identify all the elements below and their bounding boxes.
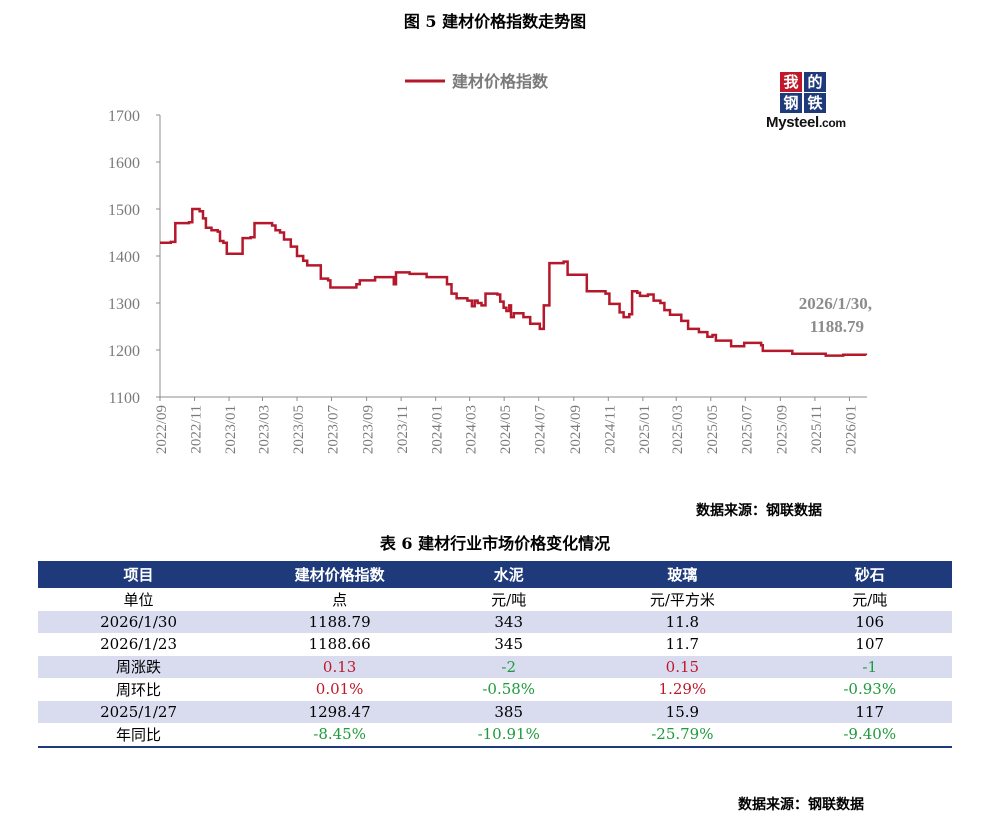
table-title: 表 6 建材行业市场价格变化情况	[379, 534, 611, 553]
x-tick-label: 2024/09	[568, 405, 584, 454]
x-tick-label: 2024/05	[498, 405, 514, 454]
column-header: 玻璃	[577, 561, 788, 588]
column-header: 砂石	[787, 561, 952, 588]
table-row: 2026/1/30 1188.79 343 11.8 106	[38, 610, 952, 633]
x-tick-label: 2024/01	[430, 405, 446, 454]
y-tick-label: 1200	[108, 343, 140, 360]
x-tick-label: 2025/07	[739, 405, 755, 455]
row-label-cell: 年同比	[38, 723, 240, 748]
x-tick-label: 2025/05	[705, 405, 721, 454]
table-cell: -8.45%	[239, 723, 441, 748]
table-cell: 11.8	[577, 610, 788, 633]
annotation-date: 2026/1/30,	[799, 294, 872, 313]
row-label-cell: 周环比	[116, 680, 162, 699]
table-row: 周涨跌 0.13 -2 0.15 -1	[38, 655, 952, 678]
table-cell: 0.15	[577, 655, 788, 678]
figure-title: 图 5 建材价格指数走势图	[403, 12, 587, 31]
line-chart: 1700 1600 1500 1400 1300 1200 1100 2022/09 2022/…	[108, 72, 872, 455]
x-tick-label: 2025/01	[637, 405, 653, 454]
x-tick-label: 2025/09	[774, 405, 790, 454]
table-cell: 元/吨	[491, 590, 527, 609]
table-cell: 1188.79	[239, 610, 441, 633]
table-cell: 0.13	[239, 655, 441, 678]
table-cell: 点	[332, 590, 348, 609]
table-cell: 1.29%	[658, 680, 707, 699]
x-tick-label: 2022/09	[154, 405, 170, 454]
column-header: 建材价格指数	[239, 561, 441, 588]
column-header: 项目	[38, 561, 240, 588]
y-tick-label: 1400	[108, 249, 140, 266]
table-cell: 117	[787, 700, 952, 723]
logo-char: 铁	[804, 93, 826, 113]
logo-char: 我	[780, 72, 802, 92]
logo-char: 钢	[780, 93, 802, 113]
series-line	[160, 207, 868, 357]
y-tick-label: 1100	[109, 390, 140, 407]
row-label-cell: 2025/1/27	[38, 700, 240, 723]
y-tick-label: 1600	[108, 155, 140, 172]
table-cell: 元/平方米	[649, 590, 715, 609]
row-label-cell: 2026/1/23	[100, 635, 177, 654]
row-label-cell: 2026/1/30	[38, 610, 240, 633]
table-cell: 15.9	[577, 700, 788, 723]
table-source: 数据来源：钢联数据	[738, 797, 864, 813]
table-cell: 0.01%	[315, 680, 364, 699]
table-cell: 元/吨	[852, 590, 888, 609]
figure-source: 数据来源：钢联数据	[696, 503, 822, 519]
table-cell: -25.79%	[577, 723, 788, 748]
table-cell: -1	[787, 655, 952, 678]
row-label-cell: 周涨跌	[38, 655, 240, 678]
table-header-row: 项目 建材价格指数 水泥 玻璃 砂石	[38, 561, 952, 588]
legend-label: 建材价格指数	[452, 72, 549, 91]
x-tick-label: 2022/11	[189, 405, 205, 454]
y-tick-label: 1300	[108, 296, 140, 313]
x-tick-label: 2023/05	[291, 405, 307, 454]
table-cell: 345	[494, 635, 524, 654]
column-header: 水泥	[440, 561, 578, 588]
table-cell: -2	[440, 655, 578, 678]
x-tick-label: 2023/01	[223, 405, 239, 454]
logo-wordmark: Mysteel.com	[766, 114, 846, 131]
y-tick-label: 1700	[108, 108, 140, 125]
x-tick-label: 2023/03	[256, 405, 272, 454]
x-tick-label: 2023/09	[361, 405, 377, 454]
x-tick-label: 2024/07	[533, 405, 549, 455]
table-cell: -9.40%	[787, 723, 952, 748]
table-cell: 106	[787, 610, 952, 633]
table-cell: 385	[440, 700, 578, 723]
x-tick-label: 2025/11	[809, 405, 825, 454]
table-cell: 343	[440, 610, 578, 633]
table-cell: 11.7	[665, 635, 700, 654]
x-tick-label: 2024/03	[464, 405, 480, 454]
x-tick-label: 2024/11	[602, 405, 618, 454]
x-tick-label: 2025/03	[670, 405, 686, 454]
table-cell: 1298.47	[239, 700, 441, 723]
row-label-cell: 单位	[123, 590, 154, 609]
table-cell: -0.58%	[482, 680, 536, 699]
table-row: 2026/1/23 1188.66 345 11.7 107	[38, 633, 952, 656]
table-row: 单位 点 元/吨 元/平方米 元/吨	[38, 588, 952, 611]
table-cell: -10.91%	[440, 723, 578, 748]
y-tick-label: 1500	[108, 202, 140, 219]
mysteel-logo: 我 的 钢 铁 Mysteel.com	[766, 72, 868, 132]
x-tick-label: 2023/07	[326, 405, 342, 455]
x-tick-label: 2026/01	[843, 405, 859, 454]
table-cell: 107	[855, 635, 885, 654]
table-row: 周环比 0.01% -0.58% 1.29% -0.93%	[38, 678, 952, 701]
annotation-value: 1188.79	[810, 317, 864, 336]
table-cell: 1188.66	[308, 635, 371, 654]
price-change-table: 项目 建材价格指数 水泥 玻璃 砂石 单位点元/吨 元/平方米 元/吨 2026/1/30 11…	[38, 561, 952, 748]
table-row: 2025/1/27 1298.47 385 15.9 117	[38, 700, 952, 723]
logo-char: 的	[804, 72, 826, 92]
table-row: 年同比 -8.45% -10.91% -25.79% -9.40%	[38, 723, 952, 748]
x-tick-label: 2023/11	[395, 405, 411, 454]
table-cell: -0.93%	[843, 680, 897, 699]
